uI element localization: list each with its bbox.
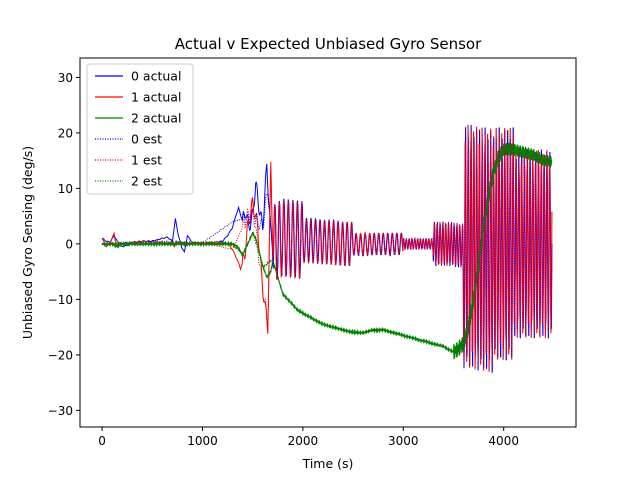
- x-axis: 0 1000 2000 3000 4000: [98, 427, 519, 448]
- legend-label: 0 est: [131, 132, 162, 147]
- y-axis: −30 −20 −10 0 10 20 30: [48, 71, 80, 418]
- x-tick-label: 4000: [488, 434, 519, 448]
- y-tick-label: 10: [58, 182, 73, 196]
- y-tick-label: −30: [48, 404, 73, 418]
- y-tick-label: 30: [58, 71, 73, 85]
- chart-title: Actual v Expected Unbiased Gyro Sensor: [175, 35, 482, 53]
- series-layer: [101, 124, 553, 373]
- x-tick-label: 2000: [288, 434, 319, 448]
- y-axis-label: Unbiased Gyro Sensing (deg/s): [20, 146, 35, 339]
- legend-label: 0 actual: [131, 69, 181, 84]
- legend-label: 2 est: [131, 174, 162, 189]
- y-tick-label: −20: [48, 348, 73, 362]
- y-tick-label: 0: [65, 237, 73, 251]
- x-axis-label: Time (s): [302, 456, 354, 471]
- x-tick-label: 0: [98, 434, 106, 448]
- x-tick-label: 1000: [187, 434, 218, 448]
- legend: 0 actual 1 actual 2 actual 0 est 1 est 2 est: [86, 63, 194, 195]
- y-tick-label: 20: [58, 126, 73, 140]
- legend-label: 1 est: [131, 153, 162, 168]
- plot-frame: [79, 57, 577, 428]
- legend-label: 1 actual: [131, 90, 181, 105]
- y-tick-label: −10: [48, 293, 73, 307]
- legend-label: 2 actual: [131, 111, 181, 126]
- series-line-2-est: [101, 143, 553, 360]
- series-line-0-est: [101, 125, 553, 372]
- series-line-1-est: [101, 125, 553, 372]
- x-tick-label: 3000: [388, 434, 419, 448]
